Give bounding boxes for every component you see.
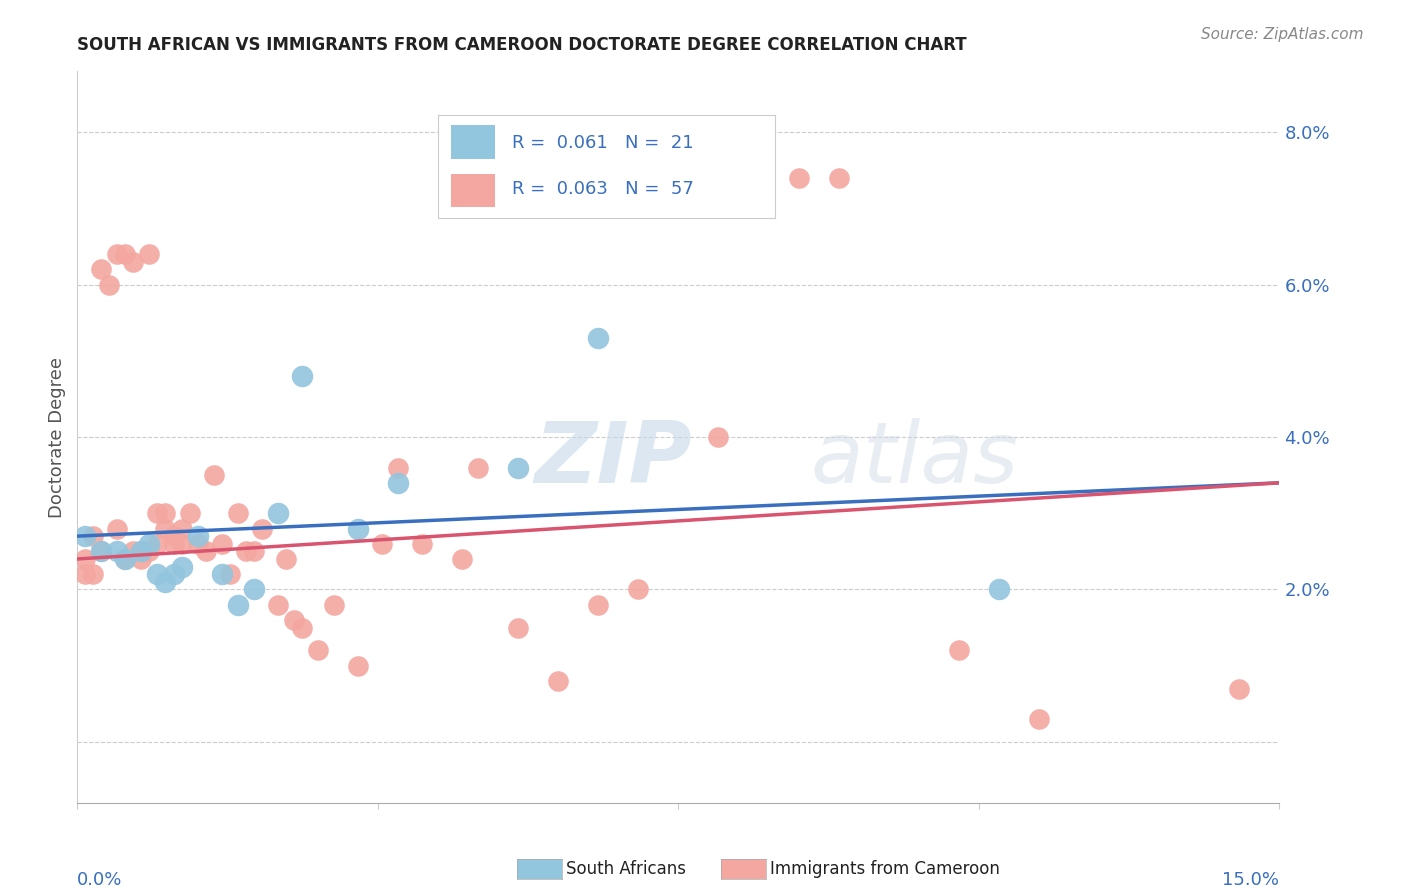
Point bbox=[107, 544, 129, 558]
Point bbox=[371, 537, 394, 551]
FancyBboxPatch shape bbox=[451, 126, 495, 160]
Point bbox=[75, 529, 97, 543]
Text: SOUTH AFRICAN VS IMMIGRANTS FROM CAMEROON DOCTORATE DEGREE CORRELATION CHART: SOUTH AFRICAN VS IMMIGRANTS FROM CAMEROO… bbox=[77, 36, 967, 54]
Point bbox=[235, 544, 257, 558]
Point bbox=[162, 537, 184, 551]
Point bbox=[131, 544, 153, 558]
Point bbox=[588, 331, 610, 345]
Point bbox=[107, 247, 129, 261]
Point bbox=[170, 559, 193, 574]
Point bbox=[194, 544, 217, 558]
Text: 15.0%: 15.0% bbox=[1222, 871, 1279, 889]
Point bbox=[1028, 712, 1050, 726]
Point bbox=[988, 582, 1011, 597]
Text: R =  0.063   N =  57: R = 0.063 N = 57 bbox=[512, 180, 695, 198]
Point bbox=[322, 598, 344, 612]
Text: atlas: atlas bbox=[811, 417, 1018, 500]
Point bbox=[186, 529, 209, 543]
Point bbox=[114, 247, 136, 261]
Point bbox=[451, 552, 474, 566]
Point bbox=[146, 537, 169, 551]
Y-axis label: Doctorate Degree: Doctorate Degree bbox=[48, 357, 66, 517]
Point bbox=[291, 369, 314, 384]
Point bbox=[508, 460, 530, 475]
Point bbox=[90, 544, 112, 558]
Point bbox=[250, 521, 273, 535]
Point bbox=[138, 544, 160, 558]
Point bbox=[155, 574, 177, 589]
Point bbox=[387, 460, 409, 475]
Point bbox=[131, 544, 153, 558]
Point bbox=[948, 643, 970, 657]
Point bbox=[155, 506, 177, 520]
Point bbox=[75, 567, 97, 582]
Point bbox=[707, 430, 730, 444]
Point bbox=[307, 643, 329, 657]
Point bbox=[146, 506, 169, 520]
Point bbox=[283, 613, 305, 627]
Point bbox=[162, 567, 184, 582]
Point bbox=[82, 529, 104, 543]
Point bbox=[267, 598, 290, 612]
Point bbox=[170, 521, 193, 535]
Point bbox=[82, 567, 104, 582]
Point bbox=[347, 521, 370, 535]
Point bbox=[98, 277, 121, 292]
Point bbox=[387, 475, 409, 490]
Point bbox=[347, 658, 370, 673]
Point bbox=[138, 537, 160, 551]
Point bbox=[107, 521, 129, 535]
Point bbox=[467, 460, 489, 475]
Point bbox=[186, 537, 209, 551]
Point bbox=[787, 171, 810, 186]
Point bbox=[162, 529, 184, 543]
Point bbox=[90, 544, 112, 558]
Point bbox=[122, 255, 145, 269]
Point bbox=[218, 567, 240, 582]
Point bbox=[226, 598, 249, 612]
Point bbox=[291, 621, 314, 635]
Point bbox=[1229, 681, 1251, 696]
Point bbox=[90, 262, 112, 277]
Point bbox=[155, 521, 177, 535]
Point bbox=[138, 247, 160, 261]
Text: R =  0.061   N =  21: R = 0.061 N = 21 bbox=[512, 134, 693, 152]
Point bbox=[202, 468, 225, 483]
Point bbox=[627, 582, 650, 597]
Text: Immigrants from Cameroon: Immigrants from Cameroon bbox=[770, 860, 1000, 878]
Point bbox=[242, 582, 264, 597]
Point bbox=[547, 673, 569, 688]
Text: South Africans: South Africans bbox=[565, 860, 686, 878]
Point bbox=[226, 506, 249, 520]
Point bbox=[146, 567, 169, 582]
Point bbox=[114, 552, 136, 566]
Point bbox=[242, 544, 264, 558]
Point bbox=[274, 552, 297, 566]
Point bbox=[170, 537, 193, 551]
Point bbox=[211, 567, 233, 582]
Point bbox=[179, 506, 201, 520]
Point bbox=[114, 552, 136, 566]
Point bbox=[267, 506, 290, 520]
Point bbox=[131, 552, 153, 566]
FancyBboxPatch shape bbox=[451, 174, 495, 208]
Text: ZIP: ZIP bbox=[534, 417, 692, 500]
Point bbox=[75, 552, 97, 566]
Point bbox=[508, 621, 530, 635]
Text: 0.0%: 0.0% bbox=[77, 871, 122, 889]
Point bbox=[122, 544, 145, 558]
Point bbox=[588, 598, 610, 612]
Text: Source: ZipAtlas.com: Source: ZipAtlas.com bbox=[1201, 27, 1364, 42]
Point bbox=[828, 171, 851, 186]
Point bbox=[211, 537, 233, 551]
Point bbox=[411, 537, 433, 551]
